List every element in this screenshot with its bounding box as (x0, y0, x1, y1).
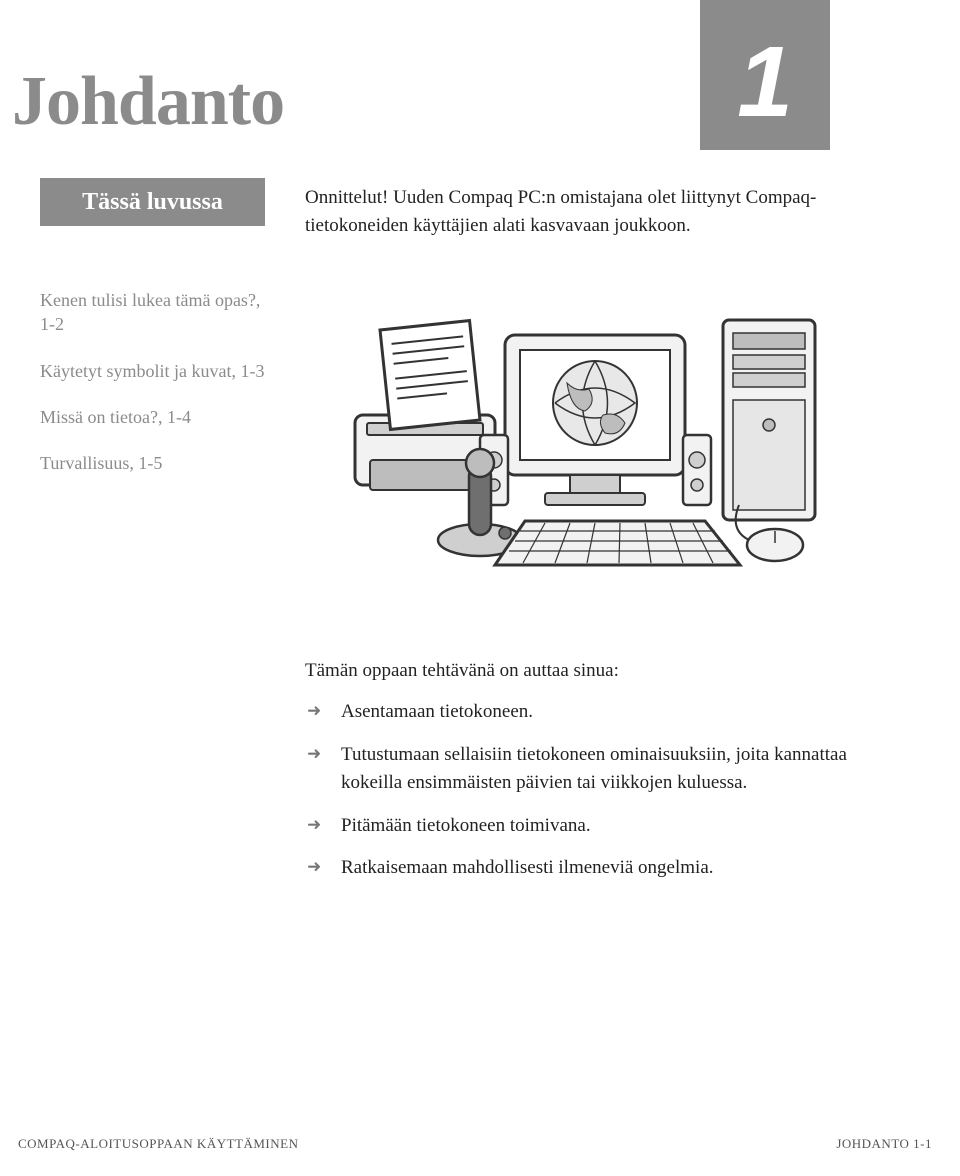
intro-paragraph: Onnittelut! Uuden Compaq PC:n omistajana… (305, 184, 865, 239)
computer-illustration (345, 265, 825, 595)
list-item: Pitämään tietokoneen toimivana. (331, 812, 885, 841)
list-item: Tutustumaan sellaisiin tietokoneen omina… (331, 741, 885, 798)
toc-item: Turvallisuus, 1-5 (40, 451, 265, 475)
footer-left: COMPAQ-ALOITUSOPPAAN KÄYTTÄMINEN (18, 1136, 298, 1152)
toc-item: Missä on tietoa?, 1-4 (40, 405, 265, 429)
chapter-title: Johdanto (12, 62, 284, 142)
toc-sidebar: Kenen tulisi lukea tämä opas?, 1-2 Käyte… (40, 288, 265, 497)
chapter-number: 1 (737, 32, 793, 132)
footer-right: JOHDANTO 1-1 (836, 1136, 932, 1152)
section-tab: Tässä luvussa (40, 178, 265, 226)
chapter-number-tab: 1 (700, 0, 830, 150)
bullet-list: Asentamaan tietokoneen. Tutustumaan sell… (305, 698, 885, 883)
toc-item: Kenen tulisi lukea tämä opas?, 1-2 (40, 288, 265, 337)
helps-block: Tämän oppaan tehtävänä on auttaa sinua: … (305, 660, 885, 897)
helps-heading: Tämän oppaan tehtävänä on auttaa sinua: (305, 660, 885, 682)
toc-item: Käytetyt symbolit ja kuvat, 1-3 (40, 359, 265, 383)
list-item: Asentamaan tietokoneen. (331, 698, 885, 727)
section-tab-label: Tässä luvussa (82, 189, 223, 216)
list-item: Ratkaisemaan mahdollisesti ilmeneviä ong… (331, 854, 885, 883)
